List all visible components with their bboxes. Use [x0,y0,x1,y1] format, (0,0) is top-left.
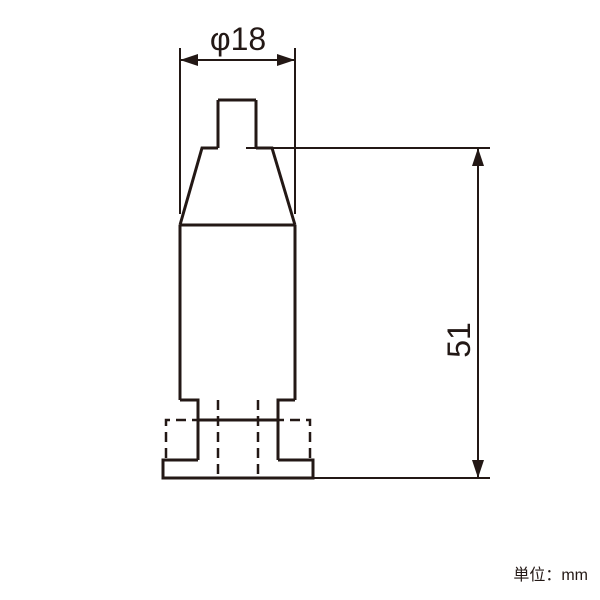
technical-drawing: φ18 51 単位：mm [0,0,600,600]
height-label: 51 [441,322,477,358]
diameter-label: φ18 [210,21,266,57]
component-outline [163,100,313,478]
diameter-dimension: φ18 [180,21,295,214]
unit-label: 単位：mm [513,566,588,584]
height-dimension: 51 [246,148,490,478]
